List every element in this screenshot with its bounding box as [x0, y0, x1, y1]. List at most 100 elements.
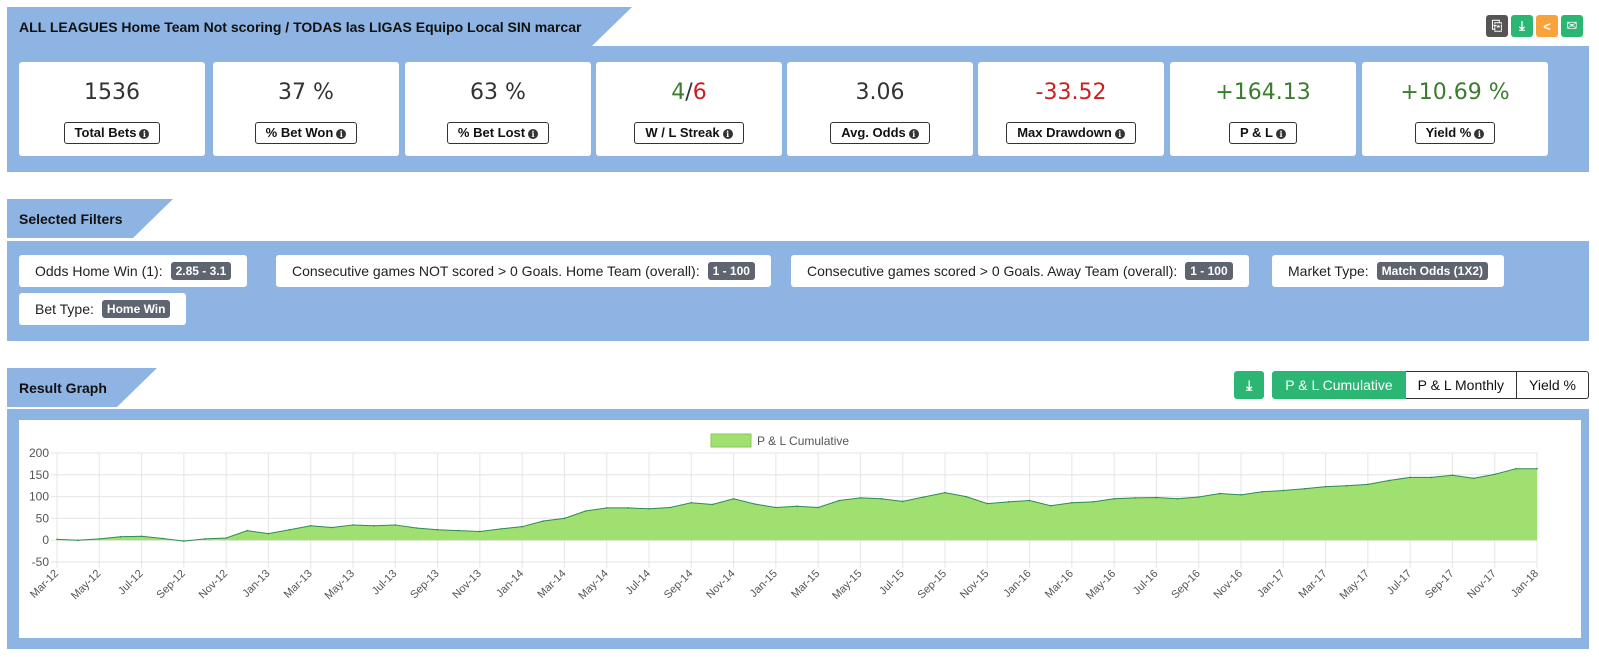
- data-point: [1113, 497, 1115, 500]
- data-point: [225, 537, 227, 539]
- data-point: [1240, 494, 1242, 496]
- x-tick-label: Jan-15: [748, 568, 780, 600]
- filter-label: Consecutive games NOT scored > 0 Goals. …: [292, 263, 700, 279]
- download-icon[interactable]: ⤓: [1511, 15, 1533, 37]
- x-tick-label: Sep-17: [1423, 568, 1457, 602]
- copy-icon[interactable]: ⎘: [1486, 15, 1508, 37]
- data-point: [838, 499, 841, 502]
- tab-yield[interactable]: Yield %: [1517, 371, 1589, 399]
- streak-win: 4: [671, 80, 686, 105]
- stat-label-button[interactable]: W / L Streak i: [634, 122, 744, 144]
- tab-pl-cumulative[interactable]: P & L Cumulative: [1272, 371, 1406, 399]
- x-tick-label: Jul-12: [116, 568, 146, 598]
- y-tick-label: -50: [32, 555, 50, 569]
- data-point: [584, 510, 587, 512]
- data-point: [1451, 474, 1454, 477]
- data-point: [1155, 496, 1158, 499]
- data-point: [1092, 501, 1094, 503]
- data-point: [627, 507, 629, 509]
- y-tick-label: 200: [29, 446, 49, 460]
- data-point: [648, 508, 650, 510]
- x-tick-label: May-12: [69, 568, 103, 602]
- info-icon[interactable]: i: [908, 129, 919, 139]
- info-icon[interactable]: i: [722, 129, 733, 139]
- y-tick-label: 0: [42, 533, 49, 547]
- info-icon[interactable]: i: [1114, 129, 1125, 139]
- stat-wl-streak: 4/6 W / L Streak i: [596, 62, 782, 156]
- filter-label: Odds Home Win (1):: [35, 263, 163, 279]
- streak-loss: 6: [692, 80, 707, 105]
- graph-title: Result Graph: [7, 368, 157, 407]
- x-tick-label: Mar-17: [1297, 568, 1330, 601]
- stat-label-button[interactable]: % Bet Won i: [254, 122, 358, 144]
- x-tick-label: Mar-13: [282, 568, 315, 601]
- data-point: [965, 495, 967, 498]
- share-icon[interactable]: <: [1536, 15, 1558, 37]
- x-tick-label: Mar-16: [1043, 568, 1076, 601]
- data-point: [331, 526, 333, 529]
- download-icon[interactable]: ⤓: [1234, 371, 1265, 399]
- x-tick-label: May-14: [576, 568, 610, 602]
- filter-label: Consecutive games scored > 0 Goals. Away…: [807, 263, 1178, 279]
- stat-value: 63 %: [470, 80, 526, 105]
- data-point: [1176, 497, 1179, 500]
- email-icon[interactable]: ✉: [1561, 15, 1583, 37]
- data-point: [775, 506, 777, 509]
- filter-label: Bet Type:: [35, 301, 94, 317]
- info-icon[interactable]: i: [528, 129, 539, 139]
- data-point: [986, 502, 989, 505]
- x-tick-label: Jan-16: [1001, 568, 1033, 600]
- data-point: [1282, 489, 1285, 492]
- x-tick-label: May-13: [323, 568, 357, 602]
- tab-pl-monthly[interactable]: P & L Monthly: [1405, 371, 1518, 399]
- info-icon[interactable]: i: [1474, 129, 1485, 139]
- data-point: [944, 491, 946, 494]
- stat-value: 3.06: [855, 80, 905, 105]
- info-icon[interactable]: i: [336, 129, 347, 139]
- stat-avg-odds: 3.06 Avg. Odds i: [787, 62, 973, 156]
- stat-label-button[interactable]: Yield % i: [1414, 122, 1496, 144]
- x-tick-label: May-16: [1084, 568, 1118, 602]
- x-tick-label: Jan-14: [494, 568, 526, 600]
- data-point: [1261, 491, 1263, 493]
- filter-odds-home-win: Odds Home Win (1): 2.85 - 3.1: [19, 255, 248, 287]
- stat-label-button[interactable]: % Bet Lost i: [446, 122, 550, 144]
- data-point: [1071, 501, 1073, 504]
- stat-label-button[interactable]: Max Drawdown i: [1006, 122, 1136, 144]
- x-tick-label: Sep-16: [1169, 568, 1203, 602]
- x-tick-label: Jan-18: [1509, 568, 1541, 600]
- stat-label-text: % Bet Lost: [457, 125, 526, 140]
- data-point: [923, 496, 925, 498]
- x-tick-label: Sep-15: [916, 568, 950, 602]
- legend-swatch: [710, 433, 752, 448]
- x-tick-label: Nov-12: [197, 568, 231, 602]
- data-point: [98, 538, 101, 540]
- stat-value: 37 %: [278, 80, 334, 105]
- chart-container: -50 0 50 100 150 200 Mar-12 May-12 Jul-12 Sep-12 N…: [19, 420, 1581, 638]
- data-point: [394, 524, 397, 526]
- stat-label-text: Yield %: [1425, 125, 1472, 140]
- info-icon[interactable]: i: [1276, 129, 1286, 139]
- data-point: [1134, 497, 1137, 499]
- x-tick-label: Nov-13: [450, 568, 484, 602]
- stat-label-button[interactable]: Total Bets i: [63, 122, 161, 144]
- filter-value-badge: Home Win: [101, 300, 171, 318]
- pl-chart: -50 0 50 100 150 200 Mar-12 May-12 Jul-12 Sep-12 N…: [28, 433, 1541, 602]
- stat-label-button[interactable]: Avg. Odds i: [830, 122, 930, 144]
- data-point: [119, 535, 122, 538]
- filter-value-badge: Match Odds (1X2): [1376, 262, 1489, 280]
- data-point: [1028, 499, 1031, 502]
- filter-home-not-scored: Consecutive games NOT scored > 0 Goals. …: [276, 255, 771, 287]
- x-tick-label: Jul-14: [623, 568, 653, 598]
- data-point: [732, 497, 735, 500]
- stat-label-text: Total Bets: [74, 125, 137, 140]
- x-tick-label: Nov-16: [1212, 568, 1246, 602]
- stat-label-text: P & L: [1240, 125, 1273, 140]
- filter-label: Market Type:: [1288, 263, 1369, 279]
- data-point: [1303, 487, 1306, 490]
- info-icon[interactable]: i: [139, 129, 150, 139]
- data-point: [309, 525, 312, 527]
- data-point: [1367, 483, 1369, 486]
- data-point: [542, 520, 545, 522]
